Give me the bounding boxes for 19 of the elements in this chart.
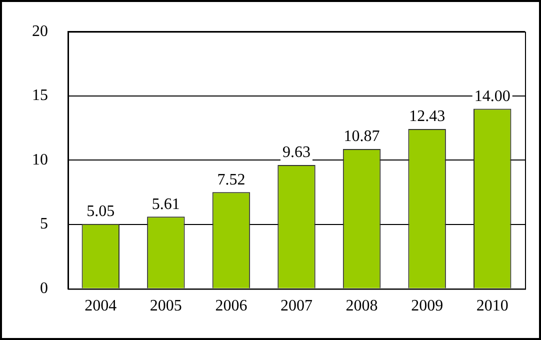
y-tick-label: 10 — [32, 151, 48, 168]
y-tick-label: 20 — [32, 22, 48, 40]
data-label: 10.87 — [344, 128, 380, 146]
data-label: 12.43 — [409, 108, 446, 126]
data-label: 14.00 — [474, 88, 510, 105]
data-label: 5.61 — [152, 196, 180, 213]
x-tick-label: 2008 — [346, 298, 378, 315]
data-label: 7.52 — [217, 171, 246, 188]
x-tick-label: 2009 — [411, 298, 444, 315]
data-label: 5.05 — [86, 203, 115, 220]
x-tick-label: 2007 — [280, 298, 312, 315]
x-tick-label: 2006 — [215, 298, 248, 315]
x-tick-label: 2005 — [150, 298, 182, 315]
y-tick-label: 15 — [32, 87, 48, 104]
y-tick-label: 0 — [40, 280, 48, 298]
data-label: 9.63 — [282, 144, 310, 162]
x-tick-label: 2010 — [476, 298, 508, 315]
x-tick-label: 2004 — [84, 298, 117, 315]
y-tick-label: 5 — [40, 216, 48, 233]
